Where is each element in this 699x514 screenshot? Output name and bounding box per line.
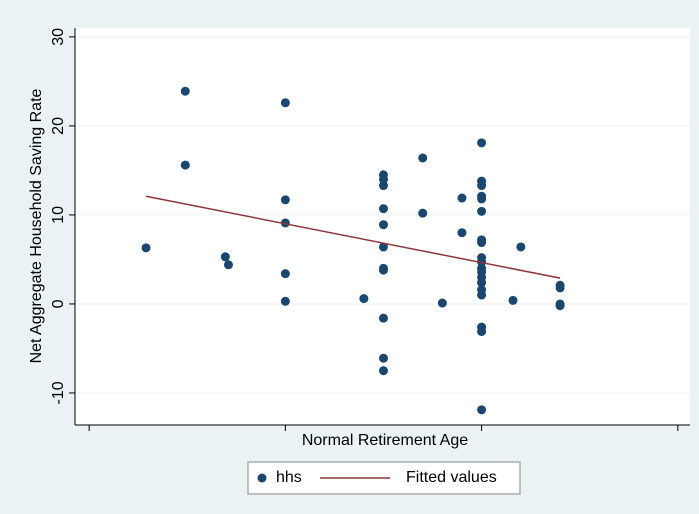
point bbox=[477, 206, 487, 216]
point bbox=[141, 243, 151, 253]
y-tick-label: 20 bbox=[50, 117, 67, 135]
legend-label: hhs bbox=[276, 469, 302, 486]
point bbox=[359, 294, 369, 304]
point bbox=[418, 153, 428, 163]
point bbox=[555, 283, 565, 293]
y-tick-label: 30 bbox=[50, 28, 67, 46]
point bbox=[378, 353, 388, 363]
point bbox=[223, 260, 233, 270]
legend-label: Fitted values bbox=[406, 469, 497, 486]
point bbox=[555, 301, 565, 311]
point bbox=[477, 238, 487, 248]
point bbox=[378, 174, 388, 184]
point bbox=[378, 265, 388, 275]
point bbox=[477, 181, 487, 191]
point bbox=[477, 278, 487, 288]
legend-marker bbox=[257, 473, 267, 483]
fitted-line bbox=[145, 195, 561, 279]
point bbox=[280, 218, 290, 228]
point bbox=[220, 252, 230, 262]
point bbox=[477, 194, 487, 204]
legend bbox=[247, 461, 521, 495]
point bbox=[457, 228, 467, 238]
point bbox=[280, 296, 290, 306]
point bbox=[516, 242, 526, 252]
point bbox=[180, 86, 190, 96]
point bbox=[280, 195, 290, 205]
point bbox=[457, 193, 467, 203]
point bbox=[477, 138, 487, 148]
y-tick-label: 10 bbox=[50, 206, 67, 224]
point bbox=[378, 204, 388, 214]
point bbox=[477, 405, 487, 415]
point bbox=[378, 220, 388, 230]
point bbox=[378, 313, 388, 323]
point bbox=[378, 242, 388, 252]
y-tick-label: -10 bbox=[50, 381, 67, 404]
point bbox=[378, 366, 388, 376]
x-axis-label: Normal Retirement Age bbox=[302, 432, 468, 449]
point bbox=[477, 327, 487, 337]
point bbox=[280, 269, 290, 279]
y-tick-label: 0 bbox=[50, 299, 67, 308]
point bbox=[180, 160, 190, 170]
point bbox=[477, 290, 487, 300]
point bbox=[437, 298, 447, 308]
point bbox=[418, 208, 428, 218]
point bbox=[280, 98, 290, 108]
point bbox=[508, 295, 518, 305]
point bbox=[378, 181, 388, 191]
y-axis-label: Net Aggregate Household Saving Rate bbox=[28, 88, 45, 363]
